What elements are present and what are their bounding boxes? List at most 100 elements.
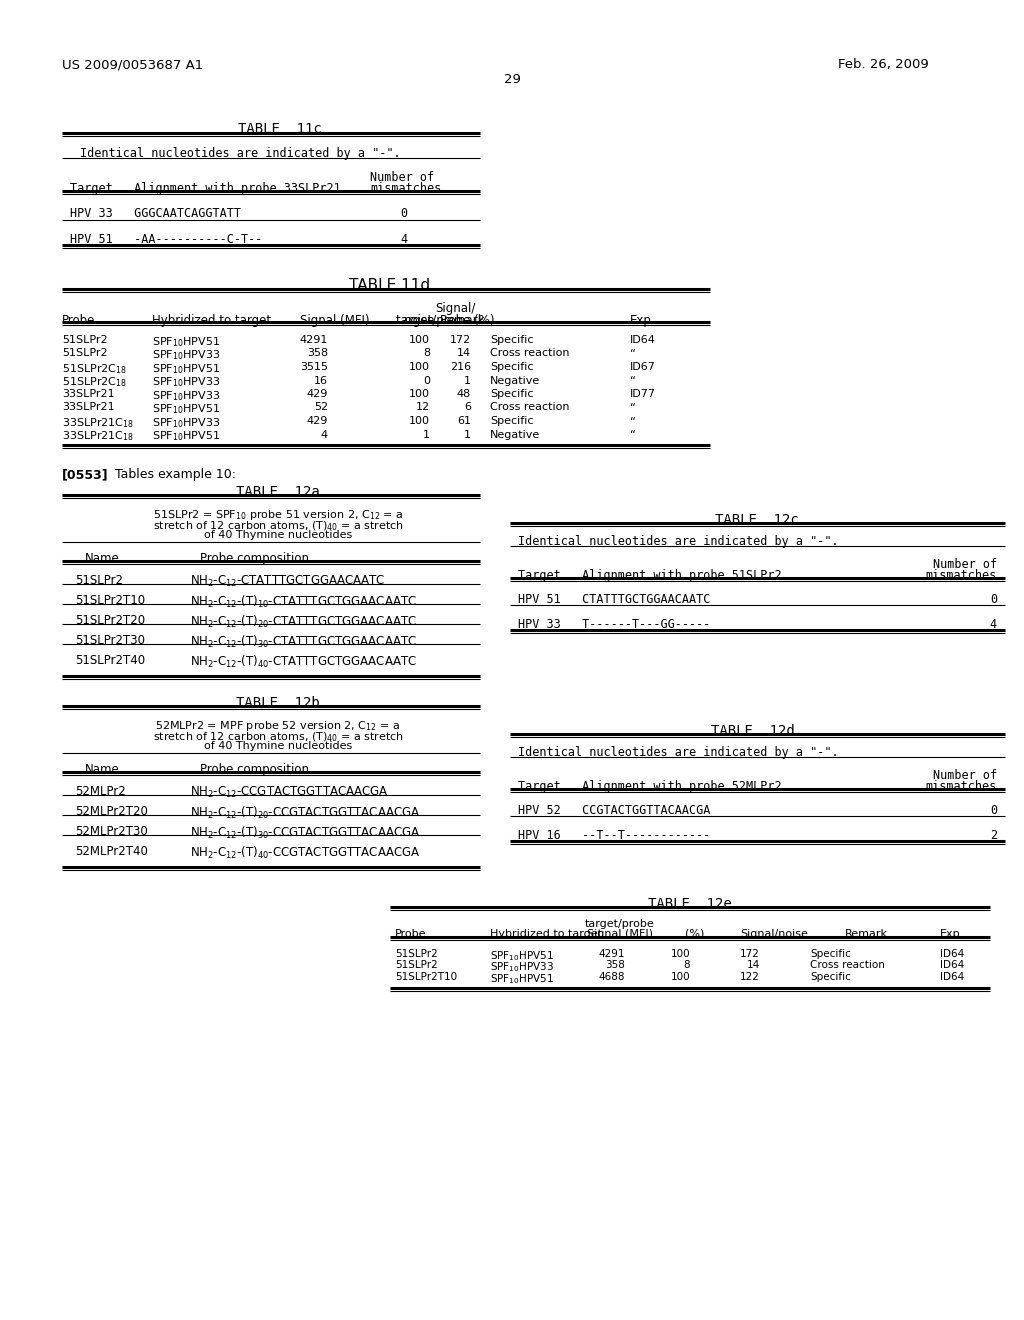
Text: 51SLPr2: 51SLPr2: [395, 949, 437, 960]
Text: TABLE  12a: TABLE 12a: [237, 484, 319, 499]
Text: “: “: [630, 416, 636, 426]
Text: Probe composition: Probe composition: [200, 552, 309, 565]
Text: SPF$_{10}$HPV51: SPF$_{10}$HPV51: [152, 403, 220, 416]
Text: Tables example 10:: Tables example 10:: [115, 469, 236, 480]
Text: 52MLPr2T20: 52MLPr2T20: [75, 805, 147, 818]
Text: 29: 29: [504, 73, 520, 86]
Text: NH$_2$-C$_{12}$-CCGTACTGGTTACAACGA: NH$_2$-C$_{12}$-CCGTACTGGTTACAACGA: [190, 785, 389, 800]
Text: Specific: Specific: [490, 335, 534, 345]
Text: 358: 358: [605, 961, 625, 970]
Text: Probe composition: Probe composition: [200, 763, 309, 776]
Text: ID64: ID64: [940, 972, 965, 982]
Text: 4291: 4291: [598, 949, 625, 960]
Text: 51SLPr2C$_{18}$: 51SLPr2C$_{18}$: [62, 362, 127, 376]
Text: 52: 52: [314, 403, 328, 412]
Text: 2: 2: [990, 829, 997, 842]
Text: of 40 Thymine nucleotides: of 40 Thymine nucleotides: [204, 741, 352, 751]
Text: stretch of 12 carbon atoms, (T)$_{40}$ = a stretch: stretch of 12 carbon atoms, (T)$_{40}$ =…: [153, 519, 403, 532]
Text: 51SLPr2T10: 51SLPr2T10: [395, 972, 457, 982]
Text: 52MLPr2 = MPF probe 52 version 2, C$_{12}$ = a: 52MLPr2 = MPF probe 52 version 2, C$_{12…: [156, 719, 400, 733]
Text: NH$_2$-C$_{12}$-(T)$_{40}$-CCGTACTGGTTACAACGA: NH$_2$-C$_{12}$-(T)$_{40}$-CCGTACTGGTTAC…: [190, 845, 420, 861]
Text: HPV 51   CTATTTGCTGGAACAATC: HPV 51 CTATTTGCTGGAACAATC: [518, 593, 711, 606]
Text: 52MLPr2T30: 52MLPr2T30: [75, 825, 147, 838]
Text: SPF$_{10}$HPV51: SPF$_{10}$HPV51: [490, 972, 554, 986]
Text: NH$_2$-C$_{12}$-(T)$_{10}$-CTATTTGCTGGAACAATC: NH$_2$-C$_{12}$-(T)$_{10}$-CTATTTGCTGGAA…: [190, 594, 417, 610]
Text: 0: 0: [423, 375, 430, 385]
Text: Hybridized to target: Hybridized to target: [490, 929, 602, 939]
Text: SPF$_{10}$HPV33: SPF$_{10}$HPV33: [152, 375, 220, 389]
Text: Signal (MFI): Signal (MFI): [587, 929, 653, 939]
Text: NH$_2$-C$_{12}$-(T)$_{30}$-CTATTTGCTGGAACAATC: NH$_2$-C$_{12}$-(T)$_{30}$-CTATTTGCTGGAA…: [190, 634, 417, 651]
Text: 51SLPr2T30: 51SLPr2T30: [75, 634, 145, 647]
Text: TABLE  12d.: TABLE 12d.: [711, 723, 803, 738]
Text: Signal/: Signal/: [435, 302, 475, 315]
Text: Probe: Probe: [395, 929, 427, 939]
Text: of 40 Thymine nucleotides: of 40 Thymine nucleotides: [204, 531, 352, 540]
Text: 51SLPr2C$_{18}$: 51SLPr2C$_{18}$: [62, 375, 127, 389]
Text: “: “: [630, 429, 636, 440]
Text: Signal (MFI): Signal (MFI): [300, 314, 370, 327]
Text: 51SLPr2: 51SLPr2: [395, 961, 437, 970]
Text: Cross reaction: Cross reaction: [490, 403, 569, 412]
Text: Exp: Exp: [630, 314, 652, 327]
Text: 4688: 4688: [598, 972, 625, 982]
Text: Target   Alignment with probe 33SLPr21: Target Alignment with probe 33SLPr21: [70, 182, 341, 195]
Text: ID64: ID64: [940, 949, 965, 960]
Text: 172: 172: [450, 335, 471, 345]
Text: 4: 4: [321, 429, 328, 440]
Text: 0: 0: [990, 593, 997, 606]
Text: 8: 8: [683, 961, 690, 970]
Text: 51SLPr2 = SPF$_{10}$ probe 51 version 2, C$_{12}$ = a: 51SLPr2 = SPF$_{10}$ probe 51 version 2,…: [153, 508, 403, 521]
Text: 3515: 3515: [300, 362, 328, 372]
Text: 14: 14: [457, 348, 471, 359]
Text: Cross reaction: Cross reaction: [810, 961, 885, 970]
Text: TABLE  12c: TABLE 12c: [715, 513, 799, 527]
Text: 51SLPr2T40: 51SLPr2T40: [75, 653, 145, 667]
Text: 4: 4: [990, 618, 997, 631]
Text: 100: 100: [409, 362, 430, 372]
Text: Identical nucleotides are indicated by a "-".: Identical nucleotides are indicated by a…: [518, 535, 839, 548]
Text: 0: 0: [990, 804, 997, 817]
Text: 48: 48: [457, 389, 471, 399]
Text: Number of: Number of: [933, 770, 997, 781]
Text: Hybridized to target: Hybridized to target: [152, 314, 271, 327]
Text: SPF$_{10}$HPV51: SPF$_{10}$HPV51: [152, 429, 220, 444]
Text: HPV 33   GGGCAATCAGGTATT: HPV 33 GGGCAATCAGGTATT: [70, 207, 241, 220]
Text: [0553]: [0553]: [62, 469, 109, 480]
Text: 16: 16: [314, 375, 328, 385]
Text: SPF$_{10}$HPV33: SPF$_{10}$HPV33: [152, 348, 220, 362]
Text: HPV 51   -AA----------C-T--: HPV 51 -AA----------C-T--: [70, 234, 262, 246]
Text: 100: 100: [409, 416, 430, 426]
Text: Name: Name: [85, 552, 120, 565]
Text: Specific: Specific: [810, 949, 851, 960]
Text: 8: 8: [423, 348, 430, 359]
Text: 4: 4: [400, 234, 408, 246]
Text: 14: 14: [746, 961, 760, 970]
Text: Remark: Remark: [440, 314, 485, 327]
Text: SPF$_{10}$HPV51: SPF$_{10}$HPV51: [152, 362, 220, 376]
Text: 100: 100: [409, 389, 430, 399]
Text: 51SLPr2T20: 51SLPr2T20: [75, 614, 145, 627]
Text: 61: 61: [457, 416, 471, 426]
Text: NH$_2$-C$_{12}$-CTATTTGCTGGAACAATC: NH$_2$-C$_{12}$-CTATTTGCTGGAACAATC: [190, 574, 385, 589]
Text: Cross reaction: Cross reaction: [490, 348, 569, 359]
Text: stretch of 12 carbon atoms, (T)$_{40}$ = a stretch: stretch of 12 carbon atoms, (T)$_{40}$ =…: [153, 730, 403, 743]
Text: Number of: Number of: [370, 172, 434, 183]
Text: 51SLPr2: 51SLPr2: [62, 335, 108, 345]
Text: 51SLPr2: 51SLPr2: [75, 574, 123, 587]
Text: Number of: Number of: [933, 558, 997, 572]
Text: TABLE 11d: TABLE 11d: [349, 279, 430, 293]
Text: Negative: Negative: [490, 429, 541, 440]
Text: 100: 100: [671, 949, 690, 960]
Text: “: “: [630, 403, 636, 412]
Text: NH$_2$-C$_{12}$-(T)$_{30}$-CCGTACTGGTTACAACGA: NH$_2$-C$_{12}$-(T)$_{30}$-CCGTACTGGTTAC…: [190, 825, 420, 841]
Text: noise: noise: [403, 314, 435, 327]
Text: SPF$_{10}$HPV33: SPF$_{10}$HPV33: [152, 416, 220, 430]
Text: ID67: ID67: [630, 362, 656, 372]
Text: 216: 216: [450, 362, 471, 372]
Text: target/probe: target/probe: [585, 919, 655, 929]
Text: 52MLPr2T40: 52MLPr2T40: [75, 845, 147, 858]
Text: Specific: Specific: [490, 362, 534, 372]
Text: Name: Name: [85, 763, 120, 776]
Text: mismatches: mismatches: [370, 182, 441, 195]
